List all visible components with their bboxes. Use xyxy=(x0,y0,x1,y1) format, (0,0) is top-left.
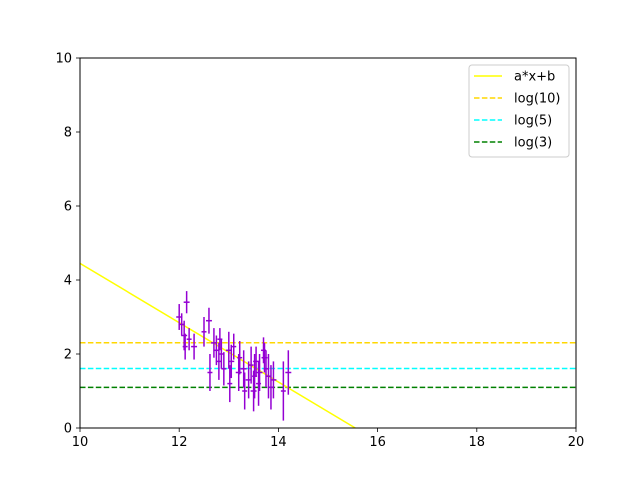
data-point-9 xyxy=(207,354,213,391)
data-point-19 xyxy=(231,333,237,360)
plot-frame xyxy=(79,57,577,429)
data-point-26 xyxy=(250,370,257,412)
data-point-22 xyxy=(240,350,247,388)
legend-entry-2: log(5) xyxy=(474,114,552,129)
x-tick-label: 12 xyxy=(171,435,188,450)
data-point-8 xyxy=(205,307,212,334)
legend-entry-0: a*x+b xyxy=(474,70,555,85)
x-tick-label: 20 xyxy=(568,435,585,450)
legend-entry-1: log(10) xyxy=(474,92,561,107)
data-point-30 xyxy=(256,354,263,391)
data-point-37 xyxy=(280,361,286,421)
data-point-36 xyxy=(270,361,277,399)
fit-line xyxy=(80,262,356,428)
legend-label: log(3) xyxy=(514,136,552,151)
data-point-11 xyxy=(213,335,219,366)
data-point-3 xyxy=(182,333,188,360)
series-layer xyxy=(80,262,576,428)
y-tick-label: 6 xyxy=(64,200,72,215)
data-point-6 xyxy=(191,333,198,360)
data-point-17 xyxy=(227,365,233,403)
y-tick-label: 8 xyxy=(64,126,72,141)
x-tick-label: 10 xyxy=(72,435,89,450)
data-point-5 xyxy=(186,328,192,351)
data-point-25 xyxy=(248,346,254,384)
x-tick-label: 14 xyxy=(270,435,287,450)
x-tick-label: 18 xyxy=(469,435,486,450)
legend-box xyxy=(468,64,570,158)
axis-layer: 10 12 14 16 18 20 0 2 4 6 8 10 xyxy=(55,52,584,451)
y-tick-label: 2 xyxy=(64,348,72,363)
legend-label: log(5) xyxy=(514,114,552,129)
data-point-35 xyxy=(268,365,274,410)
data-point-7 xyxy=(201,317,207,347)
y-tick-label: 10 xyxy=(55,52,72,67)
data-point-4 xyxy=(183,291,190,314)
data-point-23 xyxy=(242,372,248,410)
legend-label: log(10) xyxy=(514,92,561,107)
data-point-38 xyxy=(285,350,292,395)
data-point-1 xyxy=(179,313,185,336)
legend: a*x+b log(10) log(5) log(3) xyxy=(468,64,570,158)
legend-entry-3: log(3) xyxy=(474,136,552,151)
y-tick-label: 4 xyxy=(64,274,72,289)
y-tick-label: 0 xyxy=(64,422,72,437)
data-point-18 xyxy=(228,344,235,379)
data-point-2 xyxy=(181,320,188,351)
data-point-15 xyxy=(221,352,227,386)
legend-label: a*x+b xyxy=(514,70,555,85)
data-point-20 xyxy=(235,354,242,391)
x-tick-label: 16 xyxy=(369,435,386,450)
data-point-33 xyxy=(263,350,269,388)
data-point-21 xyxy=(237,341,243,375)
